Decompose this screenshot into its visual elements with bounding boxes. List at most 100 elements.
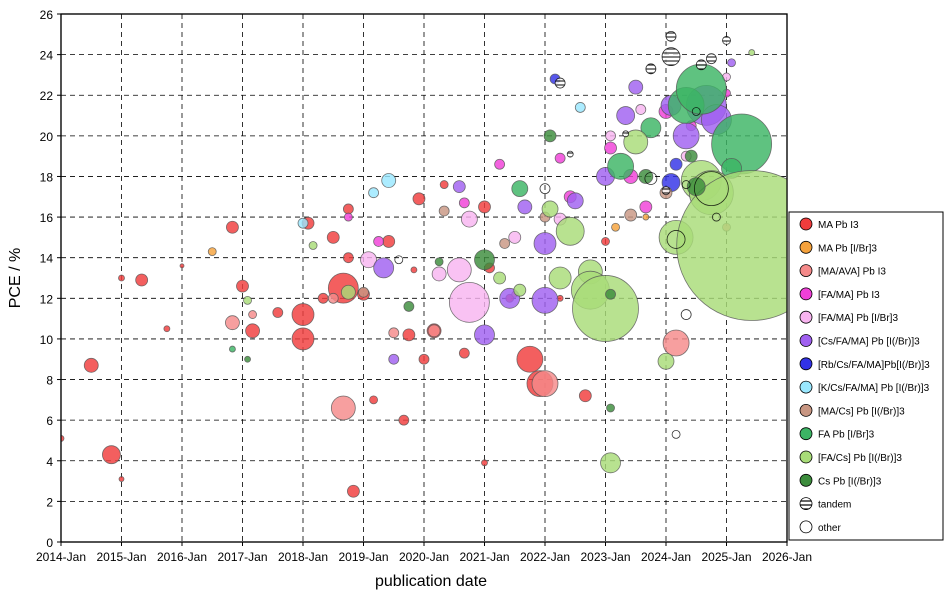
data-point-series-0 (163, 325, 171, 333)
data-point-series-4 (635, 104, 647, 115)
data-point-series-10 (748, 49, 756, 56)
data-point-series-2 (248, 310, 257, 319)
data-point-series-3 (373, 236, 385, 247)
data-point-series-0 (347, 484, 360, 498)
data-point-series-0 (179, 263, 185, 269)
data-point-series-9 (711, 113, 773, 175)
data-point-series-0 (135, 273, 149, 287)
y-tick-label: 24 (40, 49, 54, 63)
data-point-series-5 (373, 257, 395, 279)
y-tick-label: 16 (40, 211, 54, 225)
data-point-series-8 (624, 208, 638, 222)
data-point-series-0 (291, 303, 315, 326)
legend-marker (799, 240, 813, 254)
data-point-series-5 (517, 199, 533, 215)
data-point-series-12 (661, 47, 681, 67)
data-point-series-5 (533, 232, 557, 255)
data-point-series-0 (291, 327, 315, 351)
legend-label: [Cs/FA/MA] Pb [I(/Br)]3 (818, 337, 920, 348)
data-point-series-11 (244, 355, 251, 363)
data-point-series-2 (327, 292, 339, 304)
legend-label: [FA/MA] Pb I3 (818, 290, 880, 301)
data-point-series-0 (83, 357, 99, 373)
data-point-series-11 (684, 149, 698, 163)
data-point-series-3 (494, 158, 506, 170)
data-point-series-13 (691, 107, 701, 116)
data-point-series-0 (118, 476, 125, 482)
data-point-series-0 (236, 279, 249, 293)
data-point-series-0 (412, 192, 426, 206)
data-point-series-9 (640, 117, 662, 139)
data-point-series-4 (360, 251, 377, 269)
data-point-series-0 (402, 328, 416, 342)
data-point-series-12 (566, 150, 574, 158)
data-point-series-12 (722, 36, 731, 45)
legend-marker (799, 473, 813, 487)
data-point-series-10 (676, 170, 787, 321)
data-point-series-0 (516, 345, 544, 373)
data-point-series-6 (669, 157, 683, 171)
data-point-series-10 (548, 266, 572, 290)
data-point-series-5 (531, 286, 559, 314)
data-point-series-13 (693, 171, 729, 207)
data-point-series-5 (388, 353, 400, 365)
data-point-series-10 (572, 275, 639, 342)
x-tick-label: 2023-Jan (580, 550, 630, 564)
legend-label: [Rb/Cs/FA/MA]Pb[I(/Br)]3 (818, 360, 930, 371)
data-point-series-4 (431, 266, 447, 282)
data-point-series-0 (342, 252, 354, 264)
data-point-series-13 (671, 429, 681, 439)
data-point-series-0 (61, 435, 65, 442)
data-point-series-13 (681, 180, 691, 189)
y-tick-label: 14 (40, 252, 54, 266)
data-point-series-11 (543, 129, 557, 143)
data-point-series-10 (541, 200, 559, 218)
data-point-series-5 (628, 79, 644, 95)
data-point-series-10 (555, 216, 585, 246)
data-point-series-1 (207, 247, 217, 257)
legend-marker (799, 217, 813, 231)
data-point-series-13 (680, 309, 692, 320)
data-point-series-0 (342, 203, 354, 215)
data-point-series-8 (358, 286, 369, 298)
data-point-series-8 (499, 238, 511, 249)
legend-label: tandem (818, 500, 851, 511)
data-point-series-10 (623, 129, 649, 155)
legend-label: MA Pb I3 (818, 220, 859, 231)
legend-marker (799, 427, 813, 441)
x-tick-label: 2025-Jan (701, 550, 751, 564)
y-tick-label: 8 (46, 374, 53, 388)
data-point-series-3 (604, 141, 617, 155)
data-point-series-8 (438, 205, 450, 217)
data-point-series-4 (446, 257, 472, 283)
y-tick-label: 10 (40, 333, 54, 347)
data-point-series-0 (382, 235, 396, 248)
data-point-series-13 (539, 183, 551, 195)
legend: MA Pb I3 MA Pb [I/Br]3 [MA/AVA] Pb I3 [FA/M… (788, 211, 944, 541)
data-point-series-11 (606, 403, 615, 413)
data-point-series-13 (644, 172, 658, 185)
data-point-series-11 (403, 301, 415, 312)
data-point-series-4 (508, 230, 522, 244)
y-tick-label: 2 (46, 495, 53, 509)
data-point-series-5 (452, 180, 466, 194)
data-point-series-7 (368, 187, 379, 199)
data-point-series-7 (381, 173, 397, 188)
data-point-series-13 (712, 212, 721, 222)
data-point-series-2 (388, 327, 400, 339)
legend-marker (799, 310, 813, 324)
data-point-series-5 (672, 122, 700, 150)
data-point-series-11 (605, 288, 616, 300)
data-point-series-10 (308, 241, 318, 250)
data-point-series-10 (243, 295, 252, 305)
legend-label: other (818, 523, 841, 534)
data-point-series-9 (229, 345, 236, 353)
legend-label: Cs Pb [I(/Br)]3 (818, 476, 882, 487)
data-point-series-9 (675, 63, 727, 115)
data-point-series-12 (661, 186, 671, 196)
legend-marker (799, 334, 813, 347)
data-point-series-7 (574, 102, 586, 113)
x-tick-label: 2019-Jan (338, 550, 388, 564)
